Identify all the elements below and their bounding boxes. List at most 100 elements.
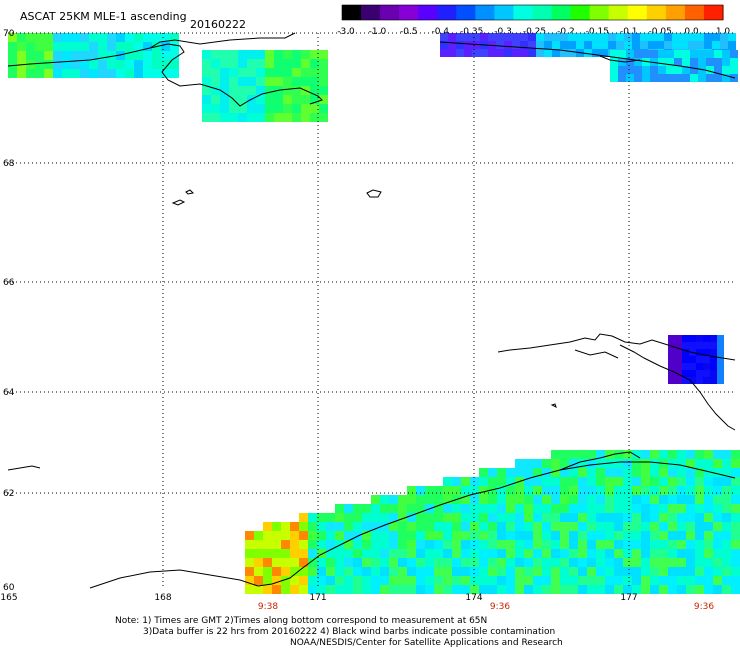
swath-cell [675, 363, 682, 370]
swath-cell [326, 540, 335, 549]
swath-cell [53, 33, 62, 42]
swath-cell [335, 558, 344, 567]
swath-cell [614, 522, 623, 531]
swath-cell [533, 558, 542, 567]
colorbar-swatch [475, 5, 495, 20]
swath-cell [542, 513, 551, 522]
swath-cell [686, 513, 695, 522]
swath-cell [310, 68, 319, 77]
swath-cell [689, 377, 696, 384]
swath-cell [632, 531, 641, 540]
swath-cell [659, 549, 668, 558]
swath-cell [689, 370, 696, 377]
swath-cell [319, 59, 328, 68]
swath-cell [682, 356, 689, 363]
swath-cell [682, 349, 689, 356]
swath-cell [44, 69, 53, 78]
swath-cell [659, 567, 668, 576]
swath-cell [656, 41, 664, 49]
swath-cell [524, 558, 533, 567]
swath-cell [666, 74, 674, 82]
swath-cell [407, 585, 416, 594]
swath-cell [560, 549, 569, 558]
swath-cell [301, 59, 310, 68]
swath-cell [62, 69, 71, 78]
lon-label: 171 [309, 593, 326, 603]
swath-cell [677, 567, 686, 576]
swath-cell [496, 41, 504, 49]
swath-cell [614, 576, 623, 585]
lat-axis-labels: 70 68 66 64 62 60 [3, 29, 15, 593]
swath-cell [542, 477, 551, 486]
swath-cell [71, 60, 80, 69]
swath-cell [536, 33, 544, 41]
swath-cell [497, 567, 506, 576]
swath-cell [623, 531, 632, 540]
swath-cell [301, 50, 310, 59]
swath-cell [677, 486, 686, 495]
swath-cell [211, 95, 220, 104]
swath-cell [569, 495, 578, 504]
swath-cell [623, 504, 632, 513]
swath-cell [690, 58, 698, 66]
swath-cell [506, 549, 515, 558]
swath-cell [551, 459, 560, 468]
colorbar-tick-label: -0.4 [431, 27, 449, 37]
swath-cell [488, 477, 497, 486]
swath-cell [134, 33, 143, 42]
swath-cell [672, 33, 680, 41]
swath-cell [461, 531, 470, 540]
swath-cell [371, 504, 380, 513]
swath-cell [668, 450, 677, 459]
swath-cell [308, 522, 317, 531]
swath-cell [578, 468, 587, 477]
swath-cell [696, 370, 703, 377]
swath-cell [551, 549, 560, 558]
swath-cell [301, 113, 310, 122]
swath-cell [626, 66, 634, 74]
swath-cell [26, 42, 35, 51]
swath-cell [220, 59, 229, 68]
swath-cell [560, 477, 569, 486]
lat-label: 66 [3, 278, 15, 288]
swath-cell [211, 59, 220, 68]
swath-cell [461, 585, 470, 594]
colorbar-tick-label: -3.0 [337, 27, 355, 37]
swath-cell [640, 41, 648, 49]
swath-cell [578, 576, 587, 585]
swath-cell [310, 77, 319, 86]
swath-cell [497, 531, 506, 540]
swath-cell [464, 41, 472, 49]
swath-cell [695, 495, 704, 504]
colorbar-swatch [589, 5, 610, 20]
swath-cell [461, 540, 470, 549]
swath-cell [696, 363, 703, 370]
swath-cell [290, 531, 299, 540]
swath-cell [614, 558, 623, 567]
swath-cell [682, 370, 689, 377]
swath-cell [717, 335, 724, 342]
swath-cell [272, 549, 281, 558]
swath-cell [695, 567, 704, 576]
swath-cell [658, 66, 666, 74]
colorbar-swatch [532, 5, 553, 20]
swath-cell [600, 41, 608, 49]
swath-cell [710, 370, 717, 377]
swath-cell [229, 59, 238, 68]
swath-cell [695, 450, 704, 459]
swath-cell [560, 558, 569, 567]
swath-cell [710, 349, 717, 356]
swath-cell [596, 585, 605, 594]
swath-cell [301, 77, 310, 86]
swath-cell [578, 459, 587, 468]
swath-cell [308, 558, 317, 567]
swath-cell [524, 522, 533, 531]
swath-cell [551, 513, 560, 522]
swath-cell [344, 549, 353, 558]
swath-cell [229, 86, 238, 95]
swath-cell [682, 363, 689, 370]
swath-cell [551, 486, 560, 495]
swath-cell [713, 477, 722, 486]
swath-cell [202, 104, 211, 113]
swath-cell [650, 549, 659, 558]
